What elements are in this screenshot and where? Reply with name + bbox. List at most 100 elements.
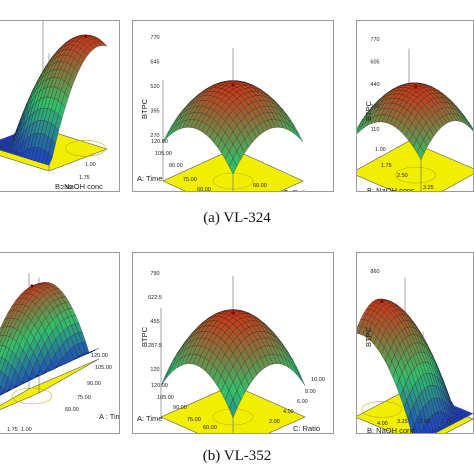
surface-cell xyxy=(0,326,4,336)
surface-cell xyxy=(420,426,428,433)
surface-plot: 770 605 440 275 110 1.00 1.75 2.50 3.25 B: NaOH c… xyxy=(357,37,473,192)
x-tick-label: 105.00 xyxy=(155,151,172,157)
z-tick-label: 520 xyxy=(150,84,159,90)
x-tick-label: 75.00 xyxy=(187,417,201,423)
y-tick-label: 2.50 xyxy=(61,185,72,191)
surface-mesh xyxy=(0,34,108,166)
x-tick-label: 120.00 xyxy=(151,383,168,389)
surface-plot: 790 622.5 455 287.5 120 120.00 105.00 90.0075.0… xyxy=(137,271,325,433)
x-tick-label: 75.00 xyxy=(183,177,197,183)
design-point xyxy=(231,311,235,315)
floor-contour xyxy=(11,387,53,405)
x-axis-label: B: NaOH conc xyxy=(367,186,415,192)
surface-cell xyxy=(465,120,473,131)
surface-cell xyxy=(0,356,2,364)
x-axis-label: A: Time xyxy=(137,414,162,423)
surface-plot: 860 4.00 3.25 2.50 1.75 B: NaOH conc BTPC xyxy=(357,269,473,434)
floor-contour xyxy=(395,166,436,184)
x-tick-label: 1.75 xyxy=(441,419,452,425)
x-tick-label: 1.75 xyxy=(381,163,392,169)
surface-plot: 1.001.752.503.254.00B: NaOH conc xyxy=(0,21,108,191)
y-tick-label: 1.00 xyxy=(21,427,32,433)
z-tick-label: 770 xyxy=(370,37,379,43)
x-tick-label: 120.00 xyxy=(91,353,108,359)
surface-cell xyxy=(423,421,431,433)
surface-cell xyxy=(420,432,423,433)
surface-cell xyxy=(428,432,433,433)
z-tick-label: 270 xyxy=(150,133,159,139)
x-axis-label: B: NaOH conc xyxy=(367,426,415,434)
x-tick-label: 4.00 xyxy=(377,421,388,427)
surface-mesh xyxy=(357,82,473,161)
surface-cell xyxy=(0,370,2,376)
z-tick-label: 790 xyxy=(150,271,159,277)
surface-cell xyxy=(0,345,3,353)
surface-cell xyxy=(0,393,4,396)
surface-cell xyxy=(295,130,304,143)
z-tick-label: 275 xyxy=(370,105,379,111)
z-tick-label: 120 xyxy=(150,367,159,373)
x-tick-label: 1.00 xyxy=(375,147,386,153)
surface-panel-b1: 120.00 105.00 90.00 75.00 60.00 1.00 1.75 A : T… xyxy=(0,252,120,434)
x-tick-label: 90.00 xyxy=(87,381,101,387)
surface-mesh xyxy=(162,80,304,175)
y-tick-label: 4.00 xyxy=(283,409,294,415)
surface-cell xyxy=(430,430,438,433)
z-tick-label: 860 xyxy=(370,269,379,275)
surface-cell xyxy=(0,335,4,344)
design-point xyxy=(231,83,235,87)
z-tick-label: 622.5 xyxy=(148,295,162,301)
x-axis-label: A : Time xyxy=(99,412,120,421)
surface-mesh xyxy=(160,309,306,419)
y-tick-label: 60.00 xyxy=(253,183,267,189)
x-tick-label: 90.00 xyxy=(169,163,183,169)
z-axis-label: BTPC xyxy=(364,100,373,121)
z-tick-label: 110 xyxy=(371,127,380,133)
x-tick-label: 90.00 xyxy=(173,405,187,411)
z-axis-label: BTPC xyxy=(364,326,373,347)
x-tick-label: 3.25 xyxy=(423,185,434,191)
surface-panel-b3: 860 4.00 3.25 2.50 1.75 B: NaOH conc BTPC xyxy=(356,252,474,434)
x-tick-label: 60.00 xyxy=(197,187,211,192)
surface-cell xyxy=(228,158,238,175)
y-tick-label: 1.75 xyxy=(7,427,18,433)
z-tick-label: 287.5 xyxy=(148,343,162,349)
design-point xyxy=(380,299,384,303)
z-tick-label: 605 xyxy=(370,60,379,66)
x-tick-label: 2.50 xyxy=(419,419,430,425)
x-tick-label: 105.00 xyxy=(95,365,112,371)
x-axis-label: A: Time xyxy=(137,174,162,183)
surface-plot: 120.00 105.00 90.00 75.00 60.00 1.001.75 A : T… xyxy=(0,273,120,433)
caption-a: (a) VL-324 xyxy=(203,210,271,226)
surface-panel-a2: 770 645 520 395 270 120.00 105.00 90.00 75.00 60.… xyxy=(132,20,334,192)
y-tick-label: 1.75 xyxy=(79,175,90,181)
surface-cell xyxy=(0,385,1,389)
floor-contour xyxy=(65,140,106,157)
surface-cell xyxy=(45,153,53,166)
surface-panel-a1: 1.001.752.503.254.00B: NaOH conc xyxy=(0,20,120,192)
z-axis-label: BTPC xyxy=(140,326,149,347)
y-tick-label: 6.00 xyxy=(297,399,308,405)
x-tick-label: 2.50 xyxy=(397,173,408,179)
surface-mesh xyxy=(0,282,100,396)
surface-plot: 770645520395270120.00105.0090.0075.0060.… xyxy=(137,35,310,192)
y-tick-label: 10.00 xyxy=(311,377,325,383)
x-tick-label: 105.00 xyxy=(157,395,174,401)
surface-cell xyxy=(296,370,306,386)
y-tick-label: 2.00 xyxy=(269,419,280,425)
caption-b: (b) VL-352 xyxy=(202,448,272,464)
surface-mesh xyxy=(357,298,473,433)
y-tick-label: 8.00 xyxy=(305,389,316,395)
x-tick-label: 60.00 xyxy=(203,425,217,431)
y-axis-label: C: Ratio xyxy=(293,424,320,433)
floor-contour xyxy=(361,401,403,418)
z-tick-label: 645 xyxy=(150,60,159,66)
design-point xyxy=(83,34,88,38)
z-tick-label: 440 xyxy=(370,82,379,88)
design-point xyxy=(414,85,418,89)
z-axis-label: BTPC xyxy=(140,98,149,119)
z-tick-label: 770 xyxy=(150,35,159,41)
z-tick-label: 395 xyxy=(150,109,159,115)
x-tick-label: 60.00 xyxy=(65,407,79,413)
surface-panel-a3: 770 605 440 275 110 1.00 1.75 2.50 3.25 B: NaOH c… xyxy=(356,20,474,192)
